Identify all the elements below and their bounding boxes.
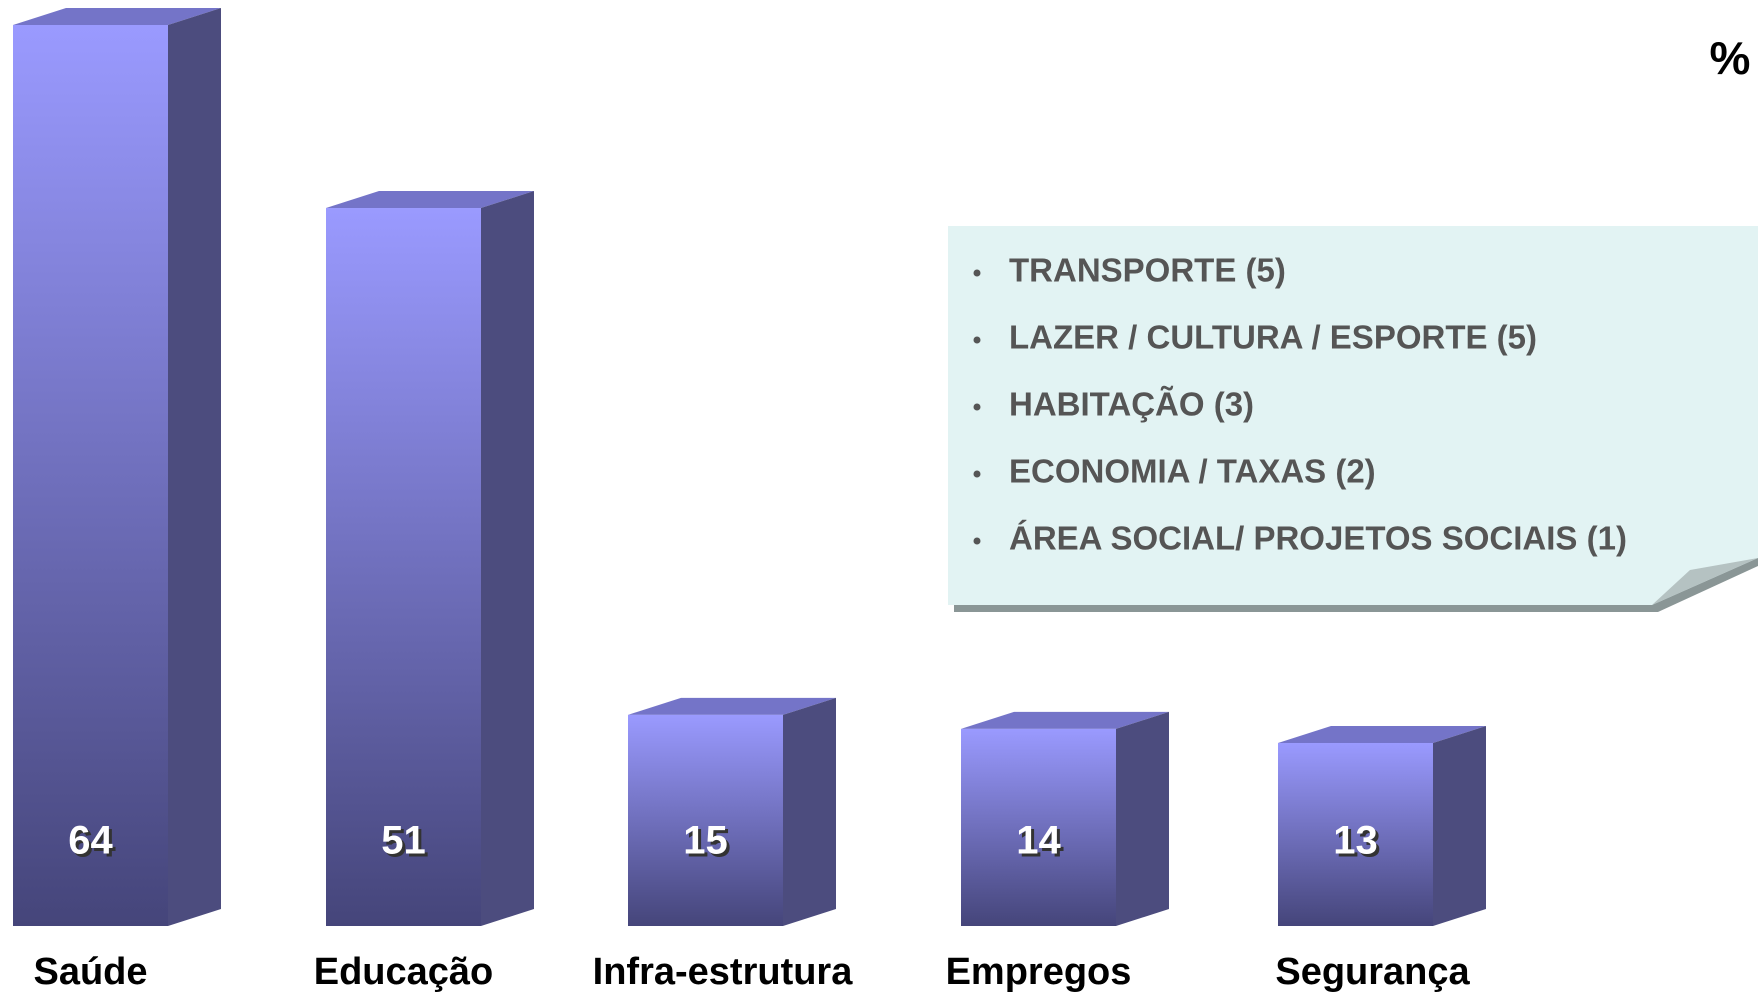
value-label: 15	[683, 819, 728, 863]
bar-top	[628, 697, 836, 715]
x-tick-label: Segurança	[1275, 951, 1470, 993]
bar-top	[13, 8, 221, 25]
bullet	[973, 336, 981, 344]
note-item: ÁREA SOCIAL/ PROJETOS SOCIAIS (1)	[1009, 520, 1627, 557]
bar-top	[326, 191, 534, 209]
bar-side	[783, 697, 836, 926]
bar-side	[481, 191, 534, 926]
note-box	[948, 226, 1758, 612]
note-item: LAZER / CULTURA / ESPORTE (5)	[1009, 319, 1537, 356]
bullet	[973, 470, 981, 478]
value-label-shadow: 15	[686, 822, 731, 866]
bullet	[973, 403, 981, 411]
value-label-shadow: 64	[71, 822, 116, 866]
value-label-shadow: 13	[1336, 822, 1381, 866]
value-label: 13	[1333, 819, 1378, 863]
bullet	[973, 537, 981, 545]
bar-side	[168, 8, 221, 926]
bar-side	[1433, 725, 1486, 926]
bar	[1278, 742, 1433, 926]
bullet	[973, 269, 981, 277]
value-label-shadow: 51	[384, 822, 429, 866]
note-item: HABITAÇÃO (3)	[1009, 386, 1254, 423]
bar-side	[1116, 711, 1169, 926]
x-tick-label: Saúde	[33, 951, 147, 993]
x-tick-label: Educação	[314, 951, 494, 993]
unit-label: %	[1710, 32, 1751, 84]
value-label-shadow: 14	[1019, 822, 1064, 866]
x-tick-label: Empregos	[946, 951, 1132, 993]
value-label: 14	[1016, 819, 1061, 863]
bar-top	[961, 711, 1169, 729]
x-tick-label: Infra-estrutura	[593, 951, 854, 993]
bar	[326, 208, 481, 926]
bar-top	[1278, 725, 1486, 743]
value-label: 51	[381, 819, 426, 863]
bar	[628, 714, 783, 926]
note-item: ECONOMIA / TAXAS (2)	[1009, 453, 1376, 490]
value-label: 64	[68, 819, 113, 863]
bar	[961, 728, 1116, 926]
bar	[13, 25, 168, 926]
note-item: TRANSPORTE (5)	[1009, 252, 1286, 289]
